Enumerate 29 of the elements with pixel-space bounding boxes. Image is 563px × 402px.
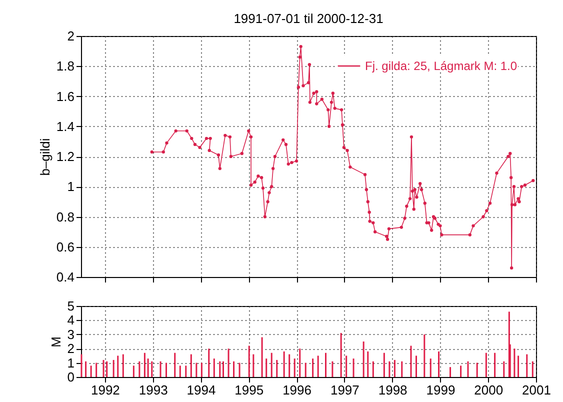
y-tick-label: 1.4 (56, 118, 74, 134)
y-tick-label: 4 (67, 312, 74, 328)
y-axis-title: M (48, 336, 64, 348)
x-tick-label: 1992 (90, 382, 120, 398)
y-tick-label: 3 (67, 326, 74, 342)
y-tick-label: 0.8 (56, 209, 74, 224)
x-tick-label: 1996 (282, 382, 312, 398)
legend-label: Fj. gilda: 25, Lágmark M: 1.0 (365, 59, 518, 73)
y-tick-label: 1.2 (56, 149, 74, 164)
x-tick-label: 1995 (234, 382, 264, 398)
x-tick-label: 1997 (330, 382, 360, 398)
y-tick-label: 1 (67, 179, 74, 194)
y-tick-label: 1.8 (56, 58, 74, 74)
y-tick-label: 1 (67, 355, 74, 370)
x-tick-label: 1993 (138, 382, 168, 398)
x-tick-label: 2000 (474, 382, 504, 398)
x-tick-label: 1999 (426, 382, 456, 398)
y-tick-label: 2 (67, 28, 74, 44)
x-tick-label: 1998 (378, 382, 408, 398)
x-tick-label: 1994 (186, 382, 216, 398)
y-tick-label: 0.6 (56, 239, 74, 254)
chart-title: 1991-07-01 til 2000-12-31 (234, 11, 384, 26)
y-axis-title: b–gildi (37, 138, 52, 176)
x-tick-label: 2001 (522, 382, 551, 398)
y-tick-label: 1.6 (56, 88, 74, 104)
y-tick-label: 0 (67, 370, 74, 384)
y-tick-label: 0.4 (56, 270, 74, 284)
y-tick-label: 2 (67, 341, 74, 356)
y-tick-label: 5 (67, 298, 74, 314)
